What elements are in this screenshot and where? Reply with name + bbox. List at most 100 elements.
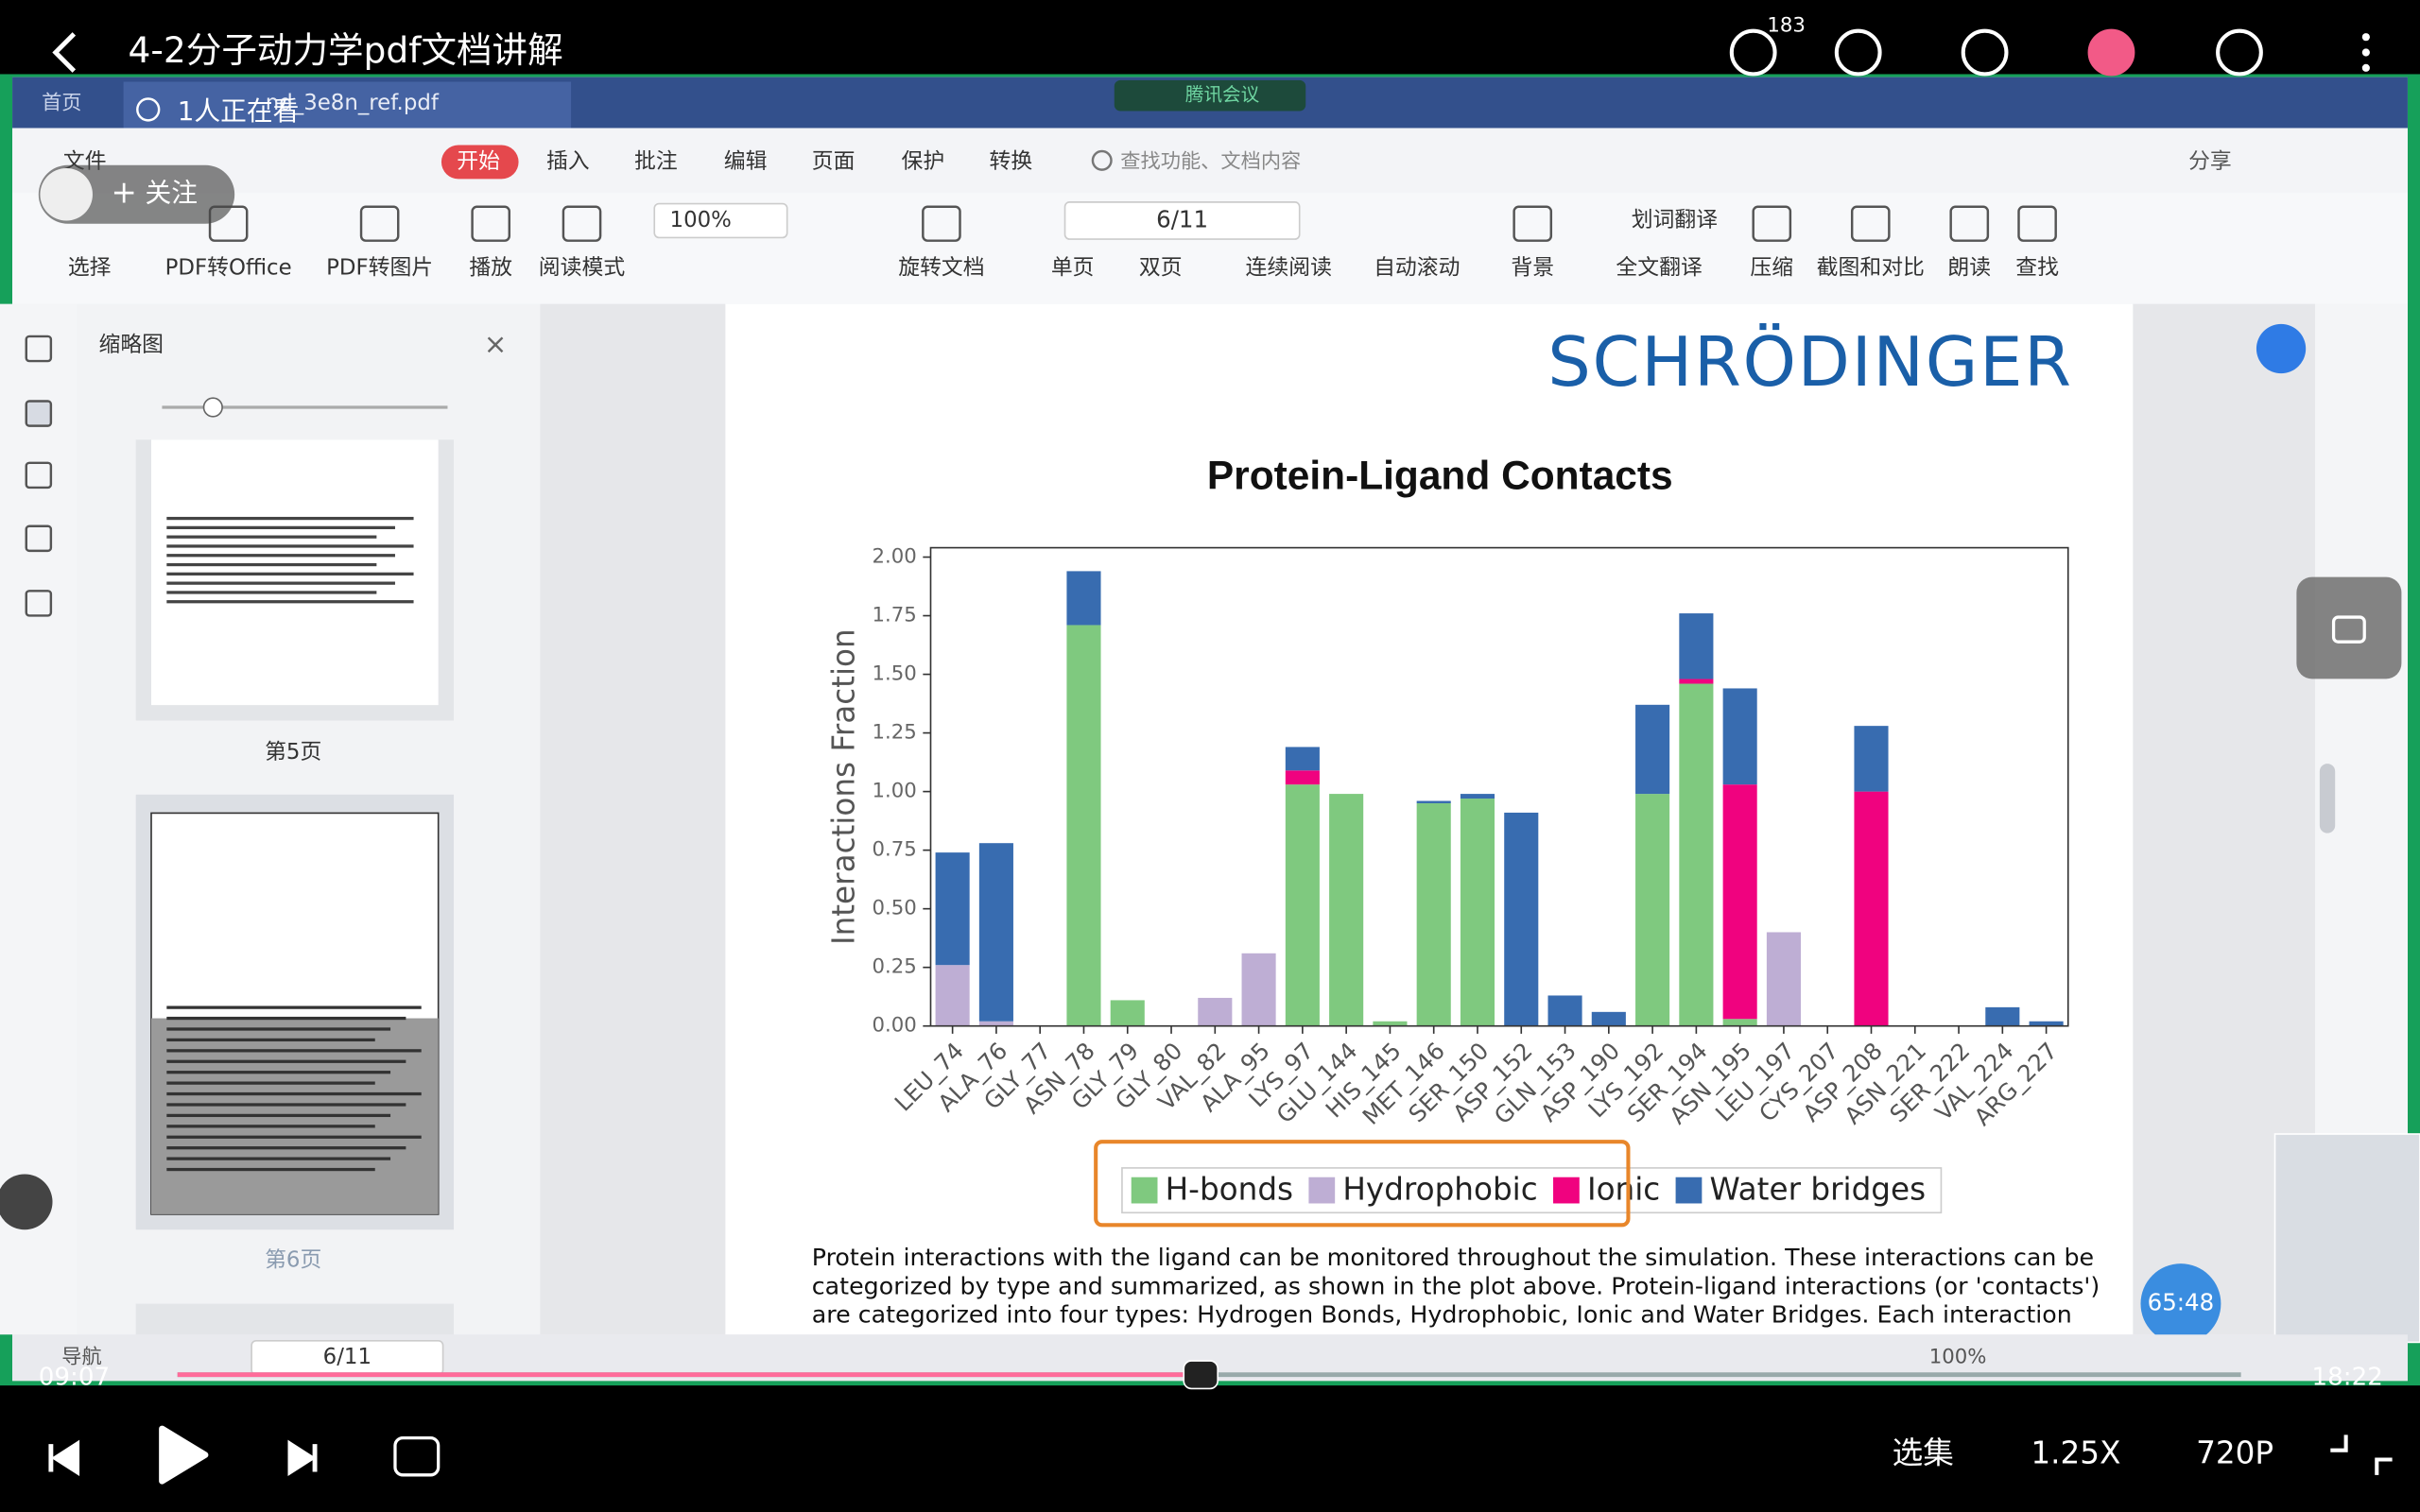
status-zoom[interactable]: 100% <box>1929 1346 1987 1369</box>
bar-segment <box>1591 1011 1626 1026</box>
bar-segment <box>1110 1000 1145 1026</box>
next-button[interactable] <box>287 1439 318 1477</box>
menu-item[interactable]: 开始 <box>457 149 500 174</box>
episodes-button[interactable]: 选集 <box>1893 1435 1954 1471</box>
thumbnail-text <box>166 516 414 521</box>
quality-button[interactable]: 720P <box>2196 1435 2273 1471</box>
meeting-pill <box>1114 79 1306 112</box>
highlight-box <box>1094 1140 1631 1228</box>
toolbar-button[interactable]: 单页 <box>1051 256 1095 281</box>
toolbar-button[interactable]: 压缩 <box>1750 256 1793 281</box>
translate-button[interactable] <box>2256 323 2307 374</box>
thumbnail-text <box>166 1027 391 1031</box>
tab[interactable]: 首页 <box>42 91 81 114</box>
bar-segment <box>1460 799 1495 1026</box>
sidebar-icon[interactable] <box>25 400 53 427</box>
play-button[interactable] <box>159 1425 209 1485</box>
progress-handle[interactable] <box>1183 1360 1219 1390</box>
toolbar-button[interactable]: 连续阅读 <box>1246 256 1332 281</box>
thumbnail-text <box>166 1016 406 1021</box>
zoom-level[interactable]: 100% <box>670 208 732 232</box>
menu-item[interactable]: 批注 <box>634 149 678 174</box>
favorite-button[interactable] <box>2087 28 2135 77</box>
legend-swatch <box>1675 1177 1703 1204</box>
bar-segment <box>1504 812 1539 1026</box>
plot-frame <box>929 546 2069 1027</box>
sidebar-icon[interactable] <box>25 590 53 617</box>
nav-button[interactable]: 导航 <box>61 1346 101 1369</box>
list-button[interactable] <box>0 1174 53 1230</box>
file-tab-bg <box>123 81 572 129</box>
thumbnail-text <box>166 1113 391 1118</box>
thumbnail-text <box>166 581 395 585</box>
follow-button[interactable]: 关注 <box>145 178 198 209</box>
share-button[interactable] <box>2216 28 2263 77</box>
back-button[interactable] <box>52 32 77 73</box>
bar-segment <box>1460 794 1495 799</box>
viewer-icon <box>136 97 161 122</box>
search-box[interactable]: 查找功能、文档内容 <box>1120 149 1301 173</box>
bar-segment <box>1285 770 1320 785</box>
dislike-button[interactable] <box>1834 28 1882 77</box>
toolbar-button[interactable]: 双页 <box>1139 256 1183 281</box>
slider-knob[interactable] <box>202 397 223 418</box>
lock-button[interactable] <box>2296 576 2402 679</box>
thumbnail-text <box>166 544 414 548</box>
sidebar-icon[interactable] <box>25 335 53 363</box>
toolbar-button[interactable]: 播放 <box>469 256 512 281</box>
timer-badge <box>2140 1263 2221 1345</box>
thumbnail-text <box>166 591 377 594</box>
page-indicator[interactable]: 6/11 <box>1156 205 1208 232</box>
toolbar-button[interactable]: PDF转Office <box>165 256 292 281</box>
close-icon[interactable]: × <box>484 328 508 360</box>
toolbar-button[interactable]: PDF转图片 <box>326 256 433 281</box>
thumbnail-text <box>166 1059 406 1063</box>
thumbnail-text <box>166 1049 422 1053</box>
thumbnail-text <box>166 600 414 604</box>
danmaku-button[interactable] <box>393 1436 441 1477</box>
thumbnail-text <box>166 1103 406 1107</box>
prev-button[interactable] <box>48 1439 80 1477</box>
bar-segment <box>935 852 970 966</box>
top-bar <box>0 0 2420 75</box>
fullscreen-button[interactable] <box>2330 1435 2393 1475</box>
toolbar-button[interactable]: 背景 <box>1511 256 1554 281</box>
toolbar-button[interactable]: 选择 <box>68 256 112 281</box>
like-button[interactable] <box>1729 28 1777 77</box>
video-title: 4-2分子动力学pdf文档讲解 <box>129 29 563 71</box>
bar-segment <box>1635 704 1670 795</box>
thumbnail-text <box>166 562 377 567</box>
y-tick-label: 0.00 <box>873 1014 917 1038</box>
viewer-count: 1人正在看 <box>178 95 300 127</box>
toolbar-button[interactable]: 查找 <box>2015 256 2059 281</box>
coin-button[interactable] <box>1961 28 2009 77</box>
y-tick-label: 0.25 <box>873 955 917 979</box>
toolbar-button[interactable]: 阅读模式 <box>539 256 626 281</box>
meeting-label: 腾讯会议 <box>1185 84 1260 106</box>
bar-segment <box>1066 571 1101 626</box>
share-button[interactable]: 分享 <box>2188 149 2232 174</box>
toolbar-button[interactable]: 划词翻译 <box>1632 208 1719 232</box>
toolbar-button[interactable]: 截图和对比 <box>1817 256 1925 281</box>
menu-item[interactable]: 插入 <box>546 149 590 174</box>
toolbar-button[interactable]: 全文翻译 <box>1616 256 1703 281</box>
toolbar-button[interactable]: 自动滚动 <box>1374 256 1460 281</box>
menu-bar <box>12 128 2408 194</box>
sidebar-icon[interactable] <box>25 461 53 490</box>
bar-segment <box>1854 791 1889 1026</box>
sidebar-icon[interactable] <box>25 524 53 553</box>
toolbar-button[interactable]: 朗读 <box>1947 256 1991 281</box>
toolbar-icon <box>1752 205 1792 242</box>
menu-item[interactable]: 编辑 <box>724 149 768 174</box>
menu-item[interactable]: 转换 <box>990 149 1033 174</box>
menu-item[interactable]: 保护 <box>901 149 944 174</box>
speed-button[interactable]: 1.25X <box>2031 1435 2120 1471</box>
bar-segment <box>1722 688 1757 785</box>
bar-segment <box>1985 1006 2020 1026</box>
tab[interactable]: nd_3e8n_ref.pdf <box>266 91 440 115</box>
thumbnail-text <box>166 1146 406 1150</box>
menu-item[interactable]: 页面 <box>812 149 856 174</box>
thumbnail-text <box>166 572 414 576</box>
toolbar-button[interactable]: 旋转文档 <box>898 256 984 281</box>
